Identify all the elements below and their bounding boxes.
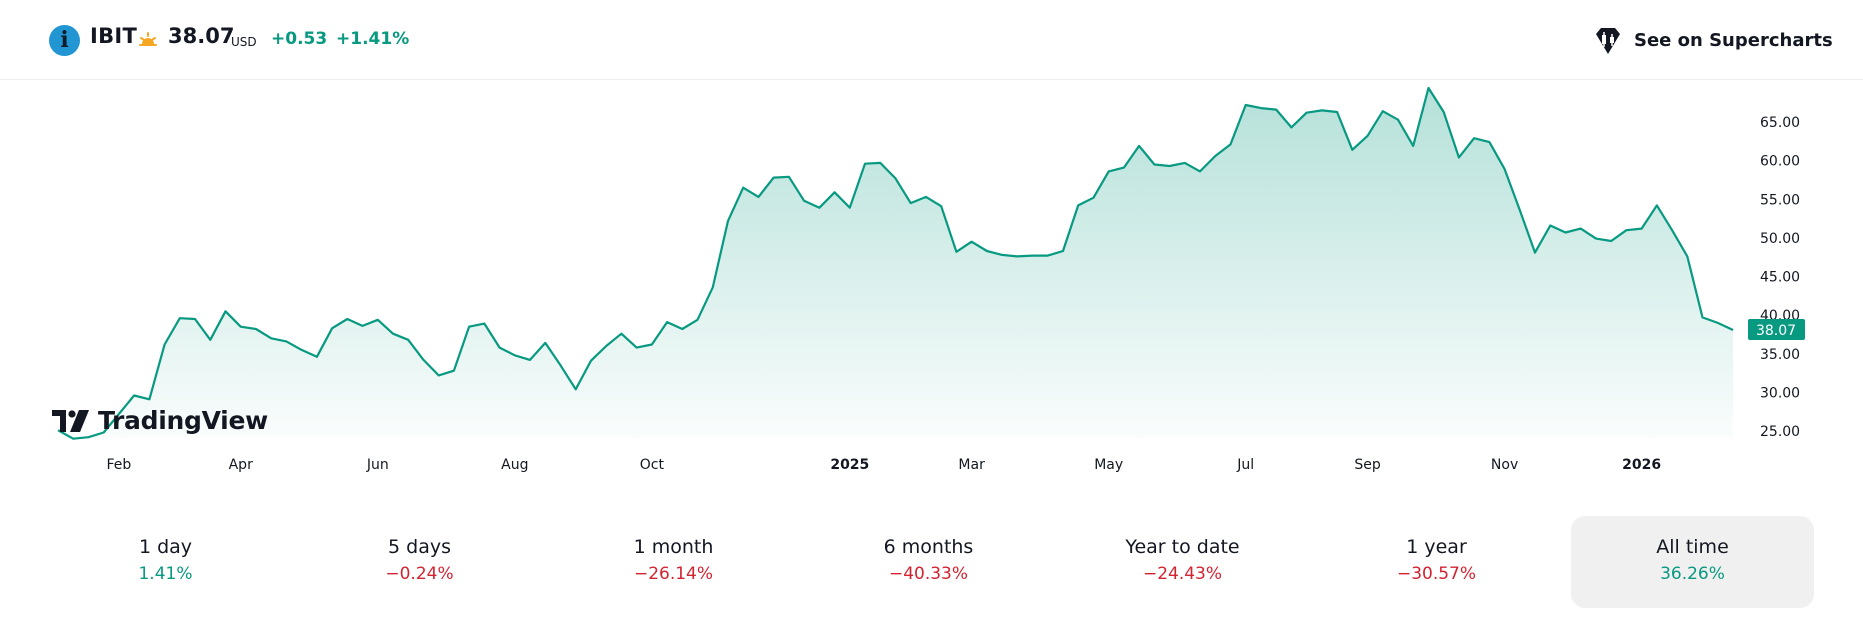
last-price-label: 38.07 <box>1756 323 1796 339</box>
last-price-label-bg <box>1748 319 1805 341</box>
y-axis-tick-label: 30.00 <box>1760 385 1800 401</box>
x-axis-tick-label: May <box>1094 457 1123 473</box>
period-all-time[interactable]: All time 36.26% <box>1571 516 1814 608</box>
period-1-day[interactable]: 1 day 1.41% <box>44 516 287 608</box>
supercharts-icon <box>1596 28 1620 54</box>
period-label: 6 months <box>883 536 974 558</box>
period-value: −30.57% <box>1396 564 1477 584</box>
price-area-fill <box>58 88 1733 439</box>
price-change-percent: +1.41% <box>336 29 410 49</box>
ticker-symbol[interactable]: IBIT <box>90 24 138 48</box>
x-axis-tick-label: Jul <box>1236 457 1254 473</box>
x-axis-tick-label: Mar <box>958 457 985 473</box>
tradingview-wordmark: TradingView <box>98 406 268 435</box>
tradingview-logo[interactable]: TradingView <box>52 406 272 436</box>
period-year-to-date[interactable]: Year to date −24.43% <box>1061 516 1304 608</box>
x-axis-tick-label: 2026 <box>1622 457 1661 473</box>
period-value: −26.14% <box>633 564 714 584</box>
period-label: Year to date <box>1125 536 1240 558</box>
tradingview-mark-icon <box>52 410 89 432</box>
sun-icon <box>139 32 157 46</box>
period-value: 36.26% <box>1660 564 1725 584</box>
price-change: +0.53 <box>271 29 328 49</box>
last-price: 38.07 <box>168 24 235 48</box>
x-axis-tick-label: Aug <box>501 457 528 473</box>
x-axis-tick-label: Feb <box>107 457 132 473</box>
x-axis-tick-label: Jun <box>366 457 389 473</box>
period-5-days[interactable]: 5 days −0.24% <box>298 516 541 608</box>
y-axis-tick-label: 25.00 <box>1760 424 1800 440</box>
y-axis-tick-label: 35.00 <box>1760 347 1800 363</box>
info-icon[interactable]: i <box>49 25 80 56</box>
period-value: −24.43% <box>1142 564 1223 584</box>
see-on-supercharts-link[interactable]: See on Supercharts <box>1590 24 1833 58</box>
period-value: −0.24% <box>385 564 454 584</box>
price-chart[interactable]: 65.0060.0055.0050.0045.0040.0035.0030.00… <box>0 80 1863 480</box>
x-axis-tick-label: Sep <box>1354 457 1381 473</box>
y-axis-tick-label: 55.00 <box>1760 192 1800 208</box>
supercharts-label: See on Supercharts <box>1634 30 1833 51</box>
y-axis-tick-label: 50.00 <box>1760 231 1800 247</box>
period-label: 1 month <box>633 536 714 558</box>
y-axis-tick-label: 60.00 <box>1760 154 1800 170</box>
y-axis-tick-label: 45.00 <box>1760 270 1800 286</box>
period-label: 1 year <box>1406 536 1467 558</box>
symbol-header: i IBIT 38.07 USD +0.53 +1.41% See on Sup… <box>0 0 1863 80</box>
period-6-months[interactable]: 6 months −40.33% <box>807 516 1050 608</box>
price-line <box>57 86 1734 440</box>
x-axis-tick-label: Oct <box>640 457 665 473</box>
period-label: 1 day <box>138 536 193 558</box>
period-value: 1.41% <box>138 564 193 584</box>
performance-periods: 1 day 1.41% 5 days −0.24% 1 month −26.14… <box>44 516 1815 608</box>
period-1-month[interactable]: 1 month −26.14% <box>552 516 795 608</box>
period-1-year[interactable]: 1 year −30.57% <box>1315 516 1558 608</box>
x-axis-tick-label: Apr <box>229 457 253 473</box>
y-axis-tick-label: 65.00 <box>1760 115 1800 131</box>
period-label: 5 days <box>388 536 451 558</box>
period-label: All time <box>1656 536 1729 558</box>
x-axis-tick-label: 2025 <box>830 457 869 473</box>
x-axis-tick-label: Nov <box>1491 457 1518 473</box>
period-value: −40.33% <box>888 564 969 584</box>
currency-label: USD <box>231 35 257 49</box>
